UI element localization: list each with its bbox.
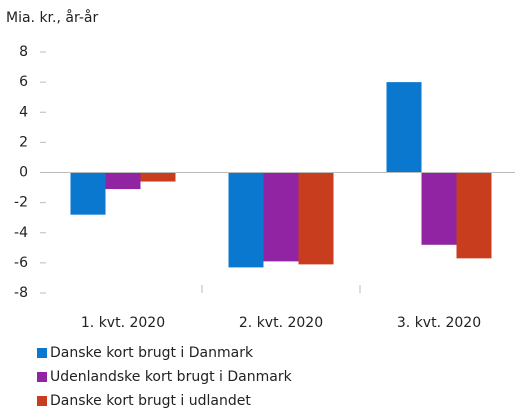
legend-swatch <box>37 396 47 406</box>
y-tick-label: 6 <box>19 74 28 90</box>
bar <box>228 172 264 268</box>
bar <box>298 172 334 265</box>
legend-swatch <box>37 372 47 382</box>
bar <box>140 172 176 182</box>
bar <box>263 172 299 262</box>
legend-label: Danske kort brugt i Danmark <box>50 345 254 361</box>
bar <box>70 172 106 215</box>
y-tick-label: -4 <box>14 225 28 241</box>
y-tick-label: 2 <box>19 134 28 150</box>
y-tick-label: -8 <box>14 285 28 301</box>
legend-swatch <box>37 348 47 358</box>
bar <box>421 172 457 245</box>
legend-label: Udenlandske kort brugt i Danmark <box>50 369 293 385</box>
y-tick-label: 0 <box>19 165 28 181</box>
bar <box>456 172 492 259</box>
y-tick-label: -2 <box>14 195 28 211</box>
y-axis-label: Mia. kr., år-år <box>6 9 98 26</box>
x-tick-label: 1. kvt. 2020 <box>81 315 165 331</box>
y-tick-label: -6 <box>14 255 28 271</box>
legend-label: Danske kort brugt i udlandet <box>50 393 251 408</box>
x-tick-label: 3. kvt. 2020 <box>397 315 481 331</box>
y-tick-label: 8 <box>19 44 28 60</box>
x-tick-label: 2. kvt. 2020 <box>239 315 323 331</box>
bar <box>105 172 141 190</box>
y-tick-label: 4 <box>19 104 28 120</box>
bar <box>386 82 422 173</box>
